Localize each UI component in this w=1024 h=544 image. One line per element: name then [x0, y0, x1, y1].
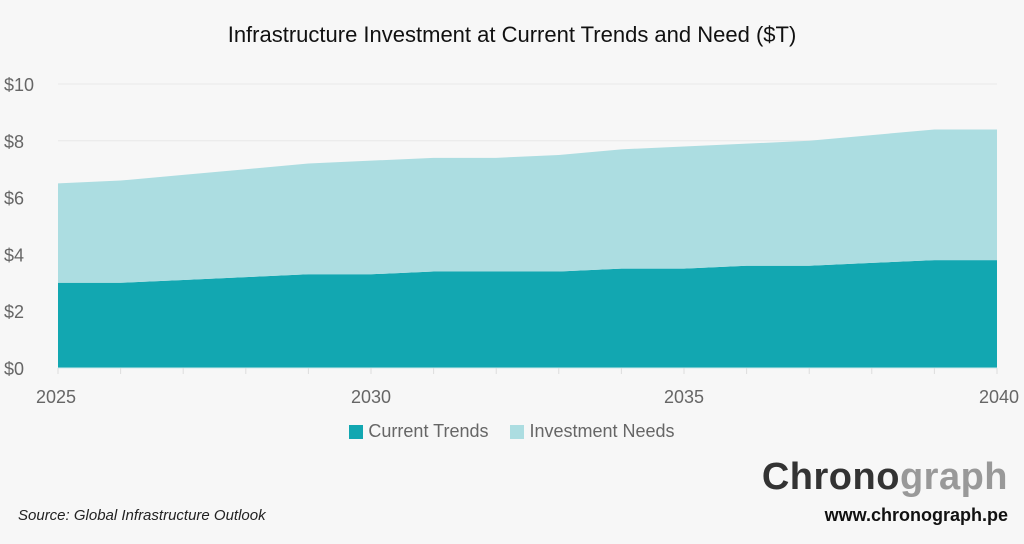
y-tick-label: $6	[4, 189, 24, 209]
legend: Current Trends Investment Needs	[0, 421, 1024, 442]
legend-swatch	[349, 424, 364, 439]
chronograph-logo: Chronograph	[762, 456, 1008, 499]
chart-title: Infrastructure Investment at Current Tre…	[227, 22, 797, 47]
x-tick-label: 2025	[36, 387, 76, 407]
legend-label: Current Trends	[368, 421, 489, 441]
legend-item-investment-needs: Investment Needs	[510, 421, 675, 442]
area-current-trends	[58, 260, 997, 368]
y-tick-label: $2	[4, 302, 24, 322]
y-tick-label: $0	[4, 359, 24, 379]
logo-part: graph	[899, 456, 1008, 498]
y-tick-label: $4	[4, 245, 24, 265]
legend-label: Investment Needs	[529, 421, 675, 441]
x-tick-label: 2030	[351, 387, 391, 407]
y-tick-label: $8	[4, 132, 24, 152]
website-url[interactable]: www.chronograph.pe	[824, 505, 1008, 525]
logo-part: Chrono	[761, 456, 900, 498]
legend-item-current-trends: Current Trends	[349, 421, 488, 442]
x-tick-label: 2040	[979, 387, 1019, 407]
y-tick-label: $10	[4, 75, 34, 95]
area-investment-needs	[58, 129, 997, 283]
x-tick-label: 2035	[664, 387, 704, 407]
legend-swatch	[510, 424, 525, 439]
source-note: Source: Global Infrastructure Outlook	[18, 507, 266, 524]
